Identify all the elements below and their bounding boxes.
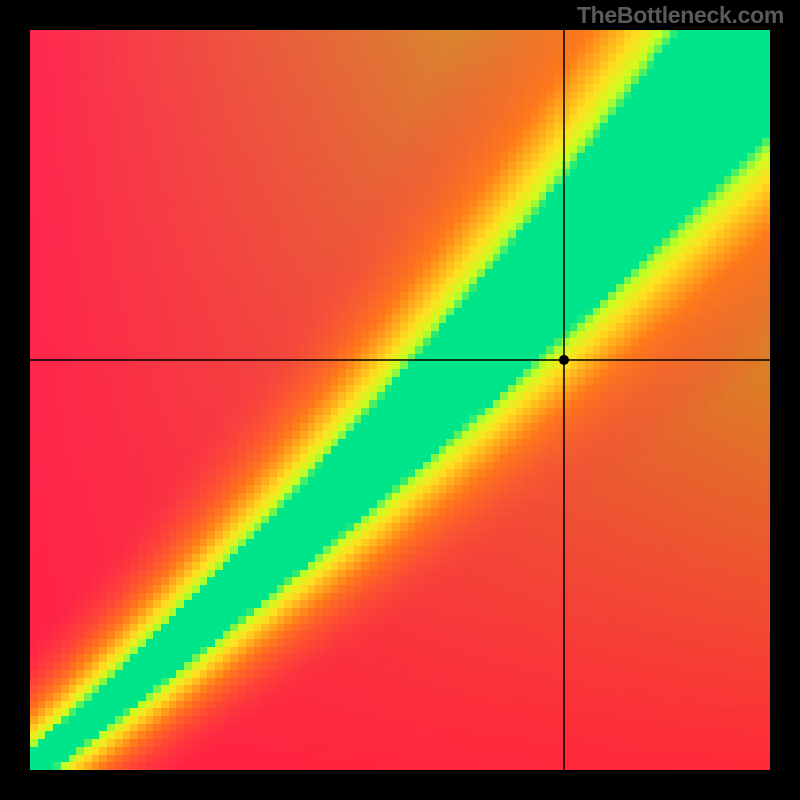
watermark-text: TheBottleneck.com — [577, 2, 784, 29]
chart-container: TheBottleneck.com — [0, 0, 800, 800]
bottleneck-heatmap — [30, 30, 770, 770]
